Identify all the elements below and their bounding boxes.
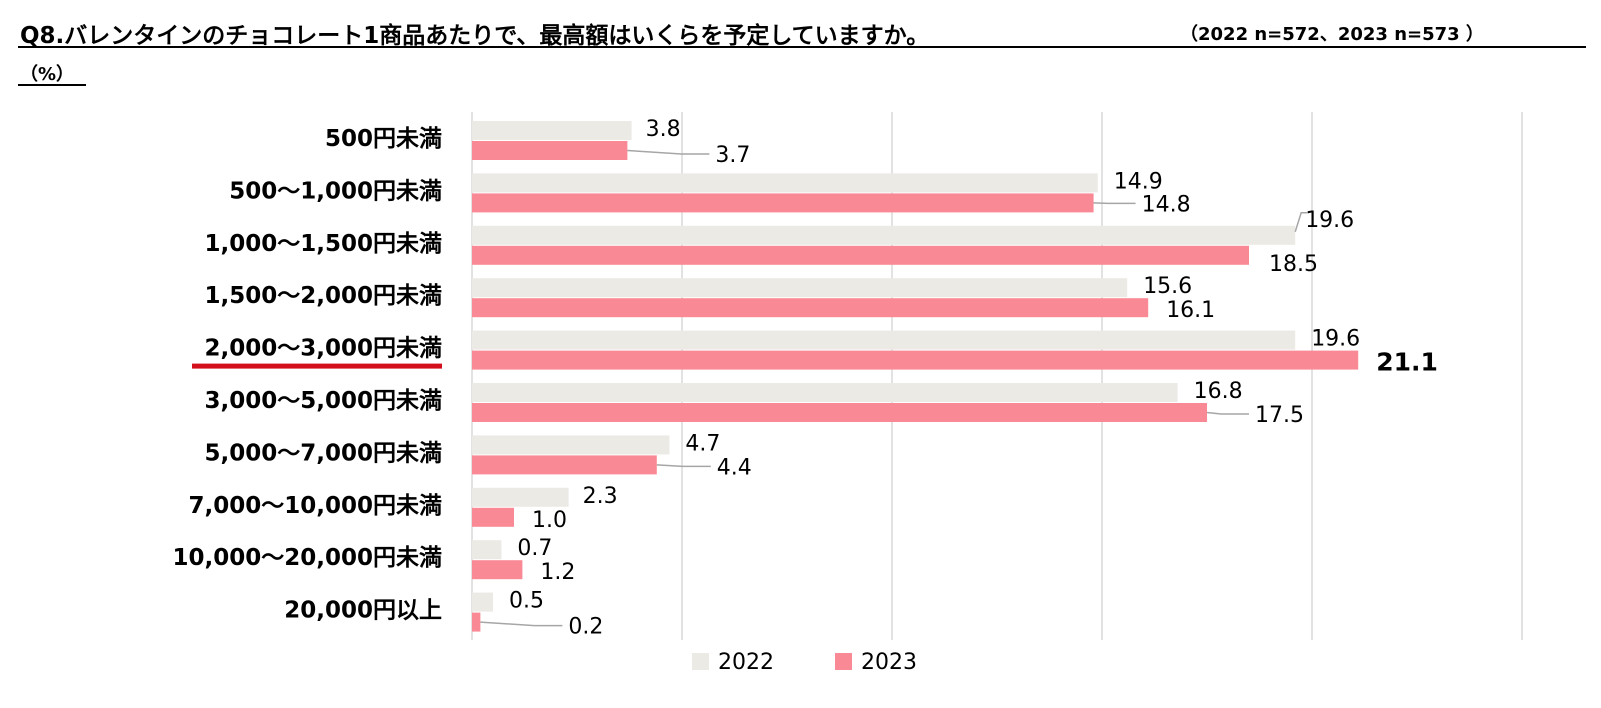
category-label: 2,000〜3,000円未満 bbox=[204, 336, 442, 362]
bar-2023 bbox=[472, 298, 1149, 318]
legend-swatch-2022 bbox=[692, 653, 709, 670]
bar-2023 bbox=[472, 455, 657, 475]
leader-line-2023 bbox=[480, 621, 563, 627]
data-label-2023: 3.7 bbox=[715, 143, 750, 168]
highlight-underline bbox=[192, 363, 442, 369]
leader-line-2023 bbox=[1093, 202, 1136, 205]
unit-underline bbox=[18, 84, 86, 86]
sample-size-note: （2022 n=572、2023 n=573 ） bbox=[1180, 24, 1484, 45]
bar-2022 bbox=[472, 540, 502, 560]
category-label: 10,000〜20,000円未満 bbox=[172, 545, 442, 571]
chart-title: Q8.バレンタインのチョコレート1商品あたりで、最高額はいくらを予定していますか… bbox=[20, 23, 930, 49]
unit-label: （%） bbox=[20, 64, 75, 85]
data-label-2022: 2.3 bbox=[583, 484, 618, 509]
data-label-2022: 16.8 bbox=[1194, 379, 1243, 404]
bar-2022 bbox=[472, 278, 1128, 298]
bar-2022 bbox=[472, 121, 632, 140]
bar-2022 bbox=[472, 383, 1178, 402]
bar-2022 bbox=[472, 487, 569, 507]
bar-2023 bbox=[472, 193, 1094, 213]
bar-2023 bbox=[472, 560, 523, 580]
category-label: 20,000円以上 bbox=[284, 598, 442, 624]
data-label-2022: 19.6 bbox=[1311, 327, 1360, 352]
data-label-2023: 4.4 bbox=[717, 455, 752, 480]
data-label-2023: 18.5 bbox=[1269, 252, 1318, 277]
data-label-2023: 1.0 bbox=[532, 508, 567, 533]
legend-label-2022: 2022 bbox=[718, 650, 774, 675]
bar-2022 bbox=[472, 173, 1098, 193]
leader-line-2023 bbox=[627, 149, 710, 155]
data-label-2022: 0.5 bbox=[509, 589, 544, 614]
category-label: 1,000〜1,500円未満 bbox=[204, 231, 442, 257]
category-label: 5,000〜7,000円未満 bbox=[204, 440, 442, 466]
bar-2023 bbox=[472, 350, 1359, 370]
data-label-2023: 1.2 bbox=[540, 560, 575, 585]
data-label-2022: 4.7 bbox=[685, 431, 720, 456]
title-underline bbox=[18, 46, 1586, 48]
data-label-2022: 3.8 bbox=[646, 117, 681, 142]
leader-line-2023 bbox=[1206, 411, 1249, 415]
data-label-2023-emphasized: 21.1 bbox=[1376, 348, 1438, 377]
data-label-2022: 19.6 bbox=[1305, 208, 1354, 233]
category-label: 500円未満 bbox=[325, 126, 442, 152]
bar-2022 bbox=[472, 330, 1296, 350]
category-label: 500〜1,000円未満 bbox=[229, 178, 442, 204]
category-label: 7,000〜10,000円未満 bbox=[188, 493, 442, 519]
legend-label-2023: 2023 bbox=[861, 650, 917, 675]
category-label: 1,500〜2,000円未満 bbox=[204, 283, 442, 309]
leader-line-2023 bbox=[656, 464, 711, 468]
data-label-2023: 16.1 bbox=[1166, 298, 1215, 323]
legend-swatch-2023 bbox=[835, 653, 852, 670]
bar-2022 bbox=[472, 225, 1296, 245]
data-label-2022: 0.7 bbox=[517, 536, 552, 561]
category-label: 3,000〜5,000円未満 bbox=[204, 388, 442, 414]
bar-2023 bbox=[472, 141, 628, 160]
data-label-2023: 14.8 bbox=[1142, 192, 1191, 217]
bar-2023 bbox=[472, 612, 481, 632]
data-label-2022: 14.9 bbox=[1114, 169, 1163, 194]
leader-line-2022 bbox=[1294, 212, 1308, 233]
data-label-2022: 15.6 bbox=[1143, 274, 1192, 299]
bar-2023 bbox=[472, 403, 1207, 422]
bar-2022 bbox=[472, 435, 670, 455]
bar-2023 bbox=[472, 507, 514, 527]
data-label-2023: 0.2 bbox=[568, 615, 603, 640]
bar-2023 bbox=[472, 245, 1249, 265]
bar-2022 bbox=[472, 592, 493, 612]
data-label-2023: 17.5 bbox=[1255, 403, 1304, 428]
